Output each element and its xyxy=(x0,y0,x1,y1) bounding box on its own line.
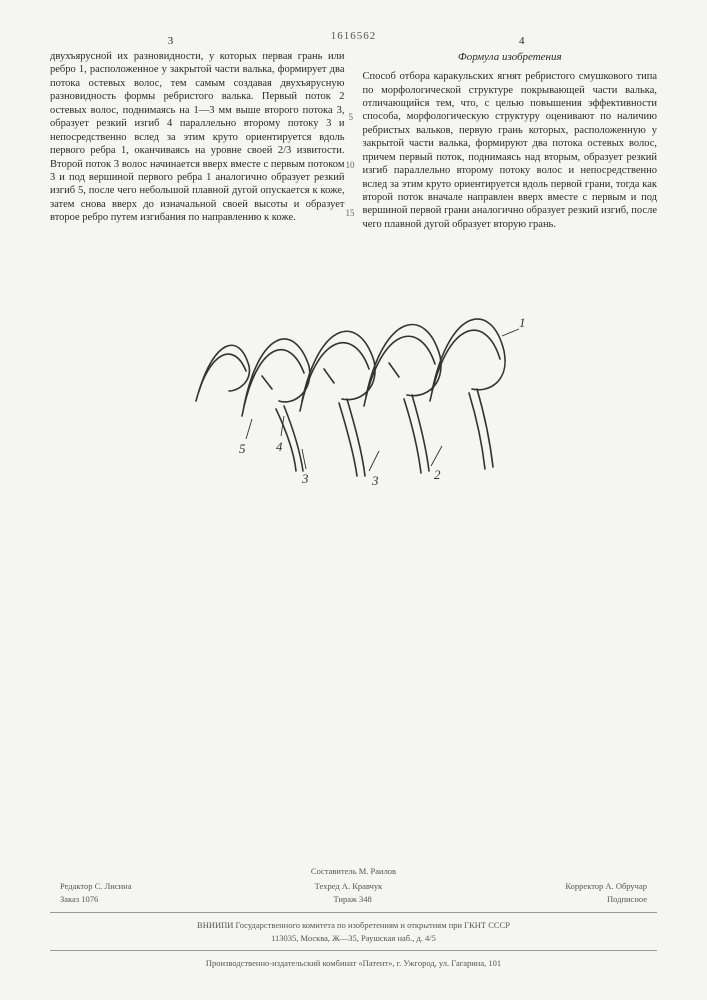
label-4: 4 xyxy=(276,439,283,454)
label-1: 1 xyxy=(519,315,524,330)
line-num-10: 10 xyxy=(346,160,355,172)
left-column: 3 двухъярусной их разновидности, у котор… xyxy=(50,50,345,231)
footer: Составитель М. Раилов Редактор С. Лисина… xyxy=(50,865,657,971)
order: Заказ 1076 xyxy=(60,893,98,906)
editor: Редактор С. Лисина xyxy=(60,880,132,893)
line-num-5: 5 xyxy=(349,112,354,124)
label-3b: 3 xyxy=(301,471,309,486)
org: ВНИИПИ Государственного комитета по изоб… xyxy=(50,919,657,932)
patent-page: 1616562 3 двухъярусной их разновидности,… xyxy=(0,0,707,1000)
text-columns: 3 двухъярусной их разновидности, у котор… xyxy=(50,50,657,231)
right-column: 4 Формула изобретения Способ отбора кара… xyxy=(363,50,658,231)
compiler: Составитель М. Раилов xyxy=(50,865,657,878)
left-column-text: двухъярусной их разновидности, у которых… xyxy=(50,51,345,223)
corrector: Корректор А. Обручар xyxy=(565,880,647,893)
line-num-15: 15 xyxy=(346,208,355,220)
techred: Техред А. Кравчук xyxy=(315,880,383,893)
label-2: 2 xyxy=(434,467,441,482)
footer-credits: Редактор С. Лисина Техред А. Кравчук Кор… xyxy=(50,880,657,893)
sign: Подписное xyxy=(607,893,647,906)
patent-figure: 1 2 3 3 4 5 xyxy=(184,271,524,491)
document-number: 1616562 xyxy=(50,30,657,42)
page-num-left: 3 xyxy=(168,34,174,48)
footer-rule-1 xyxy=(50,912,657,913)
page-num-right: 4 xyxy=(519,34,525,48)
addr1: 113035, Москва, Ж—35, Раушская наб., д. … xyxy=(50,932,657,945)
tirazh: Тираж 348 xyxy=(333,893,371,906)
label-5: 5 xyxy=(239,441,246,456)
right-column-text: Способ отбора каракульских ягнят ребрист… xyxy=(363,71,658,230)
footer-rule-2 xyxy=(50,950,657,951)
label-3a: 3 xyxy=(371,473,379,488)
footer-order: Заказ 1076 Тираж 348 Подписное xyxy=(50,893,657,906)
addr2: Производственно-издательский комбинат «П… xyxy=(50,957,657,970)
claims-title: Формула изобретения xyxy=(363,50,658,64)
